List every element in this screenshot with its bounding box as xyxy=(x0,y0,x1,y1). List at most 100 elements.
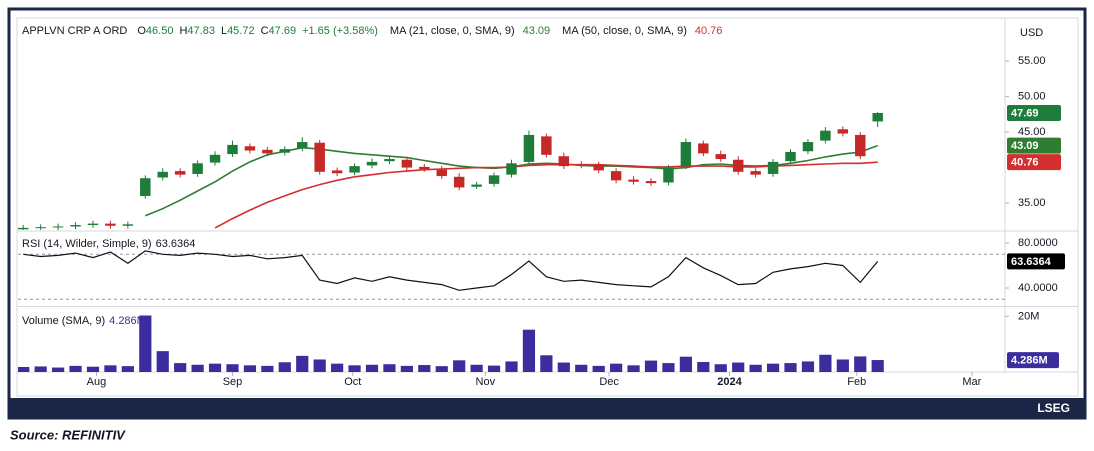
candle-body xyxy=(523,134,535,162)
currency: USD xyxy=(1020,27,1043,39)
volume-bar xyxy=(174,363,187,372)
candle-body xyxy=(837,129,849,134)
price-label-box xyxy=(1007,105,1061,122)
legend-series: MA (50, close, 0, SMA, 9) xyxy=(562,25,687,37)
candle-body xyxy=(453,176,465,188)
candle-body xyxy=(157,171,168,178)
volume-bar xyxy=(208,363,222,372)
price-label-box xyxy=(1007,154,1061,171)
y-tick-label: 35.00 xyxy=(1018,197,1046,209)
volume-bar xyxy=(662,363,675,372)
candle-body xyxy=(593,164,604,171)
candle-body xyxy=(506,163,517,175)
candle-body xyxy=(732,159,744,172)
price-label-box xyxy=(1007,137,1061,154)
source: Source: REFINITIV xyxy=(10,427,126,442)
price-panel xyxy=(18,112,883,230)
volume-bar xyxy=(871,360,884,372)
candle-body xyxy=(628,179,639,182)
volume-bar xyxy=(470,364,483,372)
volume-bar xyxy=(610,363,623,372)
volume-bar xyxy=(836,359,849,372)
candle-body xyxy=(401,159,413,168)
volume-bar xyxy=(435,366,448,372)
x-tick-label: 2024 xyxy=(717,376,742,388)
candle-body xyxy=(227,144,238,155)
volume-bar xyxy=(34,366,47,372)
legend-value: 46.50 xyxy=(146,25,174,37)
candle-body xyxy=(820,130,831,141)
volume-bar xyxy=(697,361,710,372)
legend-key: C xyxy=(261,25,269,37)
candle-body xyxy=(698,143,709,154)
candle-body xyxy=(488,175,500,184)
candle-body xyxy=(105,223,116,226)
volume-title: Volume (SMA, 9) xyxy=(22,315,105,327)
volume-bar xyxy=(69,365,82,372)
brand: LSEG xyxy=(1037,401,1070,415)
volume-bar xyxy=(278,362,291,372)
candle-body xyxy=(541,136,552,155)
candle-body xyxy=(785,151,796,162)
moving-average xyxy=(214,161,878,229)
x-tick-label: Aug xyxy=(87,376,107,388)
x-tick-label: Mar xyxy=(962,376,981,388)
volume-bar xyxy=(801,361,815,372)
volume-bar xyxy=(331,363,344,372)
footer-bar xyxy=(9,398,1085,418)
x-tick-label: Nov xyxy=(476,376,496,388)
price-label-box xyxy=(1007,352,1059,369)
volume-bar xyxy=(261,365,274,372)
volume-bar xyxy=(348,365,361,372)
x-tick-label: Sep xyxy=(223,376,243,388)
y-tick-label: 40.0000 xyxy=(1018,282,1058,294)
volume-panel xyxy=(18,315,884,372)
volume-bar xyxy=(191,364,204,372)
candle-body xyxy=(87,223,99,226)
candle-body xyxy=(70,225,81,227)
candle-body xyxy=(192,163,203,174)
volume-bar xyxy=(732,362,745,372)
volume-bar xyxy=(313,359,326,372)
volume-bar xyxy=(854,356,867,372)
x-tick-label: Oct xyxy=(344,376,361,388)
volume-bar xyxy=(592,365,605,372)
volume-bar xyxy=(714,364,727,372)
y-tick-label: 45.00 xyxy=(1018,126,1046,138)
volume-value: 4.286M xyxy=(109,315,146,327)
legend-key: L xyxy=(221,25,227,37)
legend-key: H xyxy=(179,25,187,37)
candle-body xyxy=(419,166,430,169)
volume-bar xyxy=(819,354,832,372)
candle-body xyxy=(331,170,343,174)
candle-body xyxy=(384,159,395,162)
volume-bar xyxy=(243,365,257,372)
legend-key: O xyxy=(137,25,146,37)
candle-body xyxy=(314,142,325,172)
x-tick-label: Dec xyxy=(599,376,619,388)
legend-value: 47.69 xyxy=(269,25,297,37)
rsi-line xyxy=(23,250,879,291)
price-label: 63.6364 xyxy=(1011,256,1052,268)
candle-body xyxy=(244,146,256,151)
candle-body xyxy=(645,181,657,184)
candle-body xyxy=(209,154,221,163)
volume-bar xyxy=(400,365,413,372)
candle-body xyxy=(122,224,134,226)
volume-bar xyxy=(505,361,518,372)
candle-body xyxy=(366,161,378,166)
candle-body xyxy=(767,161,779,174)
candle-body xyxy=(349,166,360,173)
volume-bar xyxy=(121,366,134,372)
legend-value: 47.83 xyxy=(187,25,215,37)
legend: APPLVN CRP A ORD O46.50 H47.83 L45.72 C47.69… xyxy=(22,25,722,37)
volume-bar xyxy=(383,364,396,372)
symbol: APPLVN CRP A ORD xyxy=(22,25,127,37)
volume-bar xyxy=(644,360,658,372)
volume-bar xyxy=(540,355,553,372)
volume-bar xyxy=(575,364,588,372)
legend-series-value: 43.09 xyxy=(523,25,551,37)
candle-body xyxy=(471,184,482,187)
y-tick-label: 20M xyxy=(1018,310,1039,322)
